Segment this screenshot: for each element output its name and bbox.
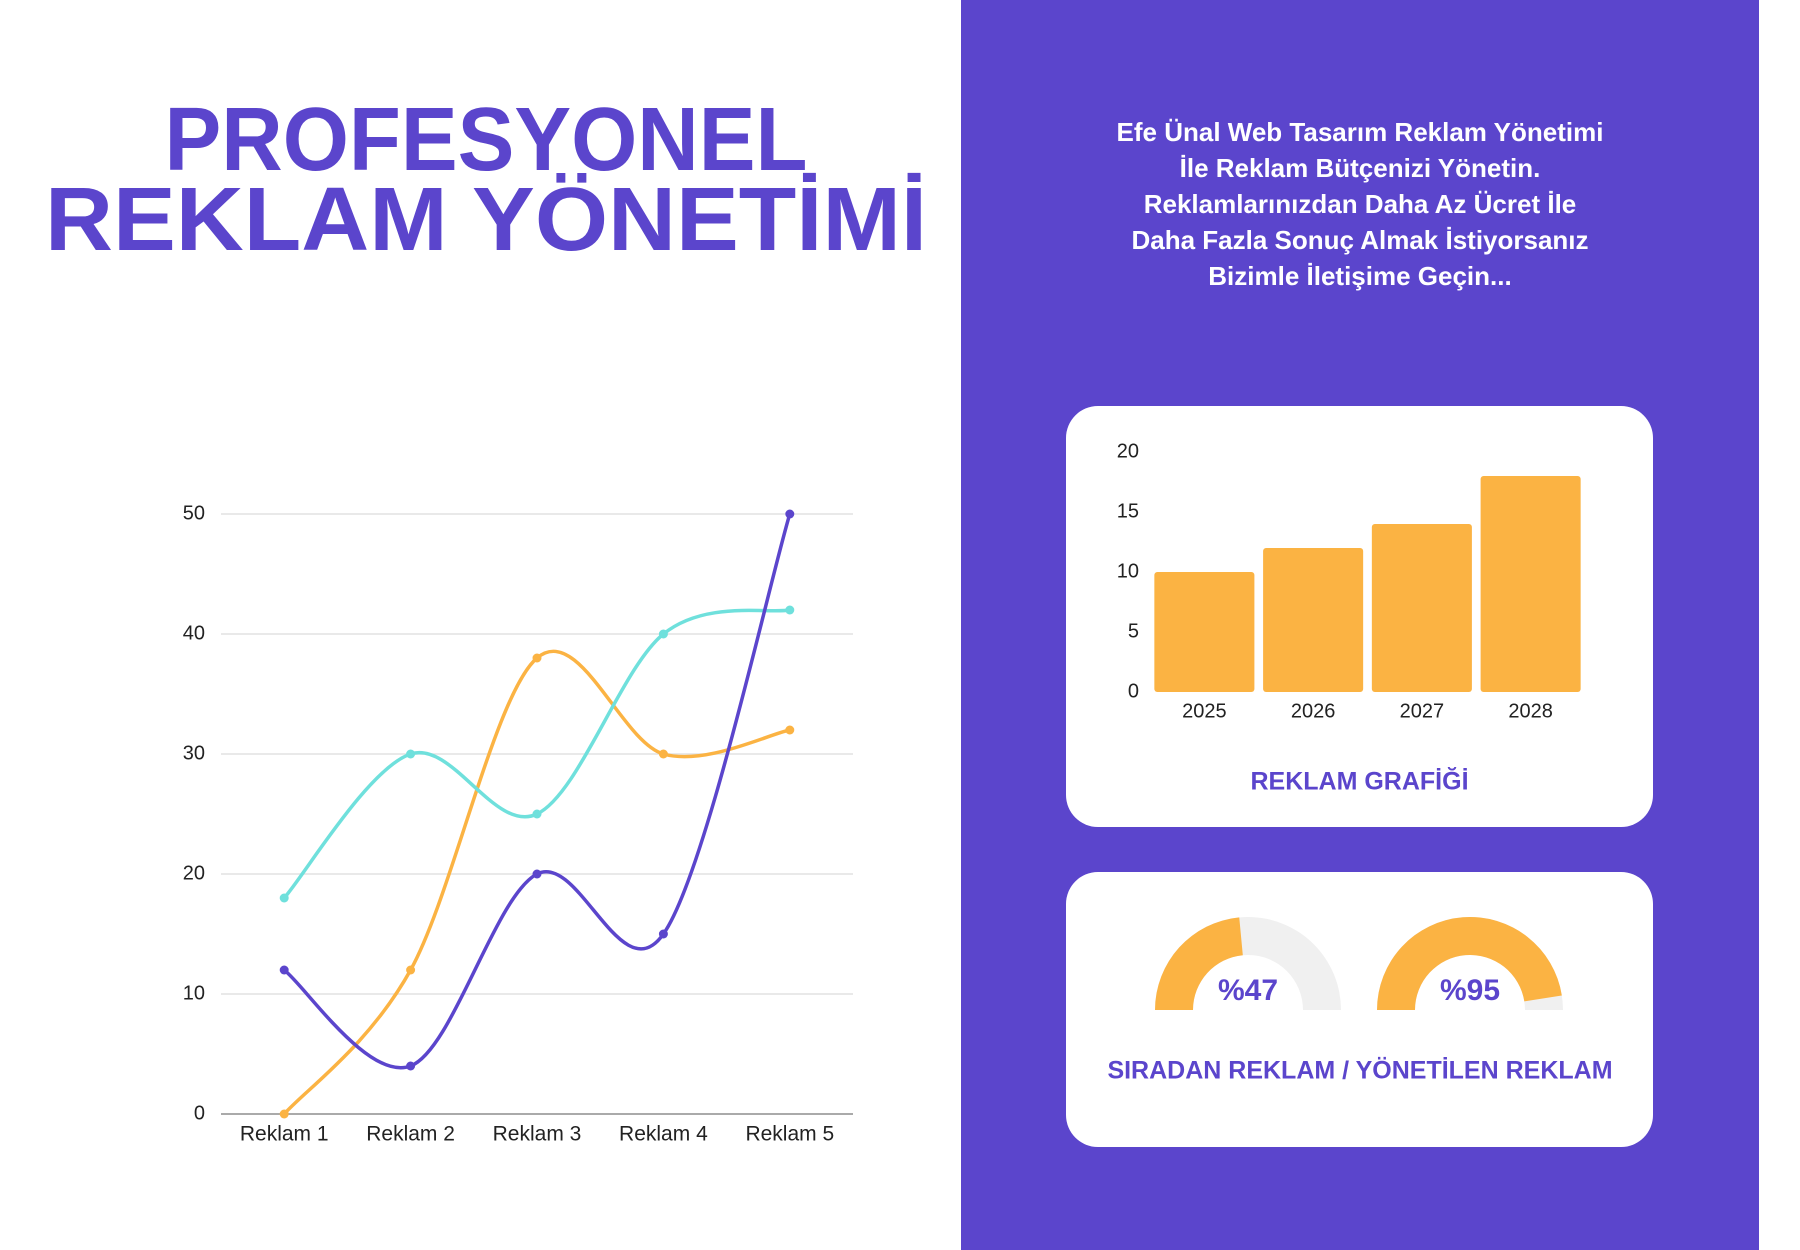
line-point [785, 509, 795, 519]
intro-line: Daha Fazla Sonuç Almak İstiyorsanız [1131, 225, 1588, 255]
line-point [785, 725, 795, 735]
x-tick-label: Reklam 1 [240, 1123, 329, 1146]
bar [1480, 476, 1581, 692]
gauge-fill [1377, 917, 1562, 1010]
line-point [658, 629, 668, 639]
intro-line: İle Reklam Bütçenizi Yönetin. [1180, 153, 1541, 183]
intro-line: Bizimle İletişime Geçin... [1208, 261, 1511, 291]
title-line: PROFESYONEL [165, 90, 808, 190]
y-tick-label: 50 [183, 502, 205, 524]
x-tick-label: 2026 [1291, 700, 1336, 722]
y-tick-label: 20 [183, 862, 205, 884]
line-point [279, 1109, 289, 1119]
bar [1263, 548, 1364, 692]
x-tick-label: Reklam 3 [493, 1123, 582, 1146]
gauge-label: %95 [1440, 974, 1500, 1007]
line-point [279, 893, 289, 903]
line-point [279, 965, 289, 975]
y-tick-label: 0 [1128, 680, 1139, 702]
y-tick-label: 5 [1128, 620, 1139, 642]
y-tick-label: 10 [183, 982, 205, 1004]
line-series [283, 513, 792, 1070]
x-tick-label: 2027 [1400, 700, 1445, 722]
chart-caption: SIRADAN REKLAM / YÖNETİLEN REKLAM [1107, 1056, 1612, 1085]
gauge-fill [1155, 917, 1243, 1010]
intro-line: Reklamlarınızdan Daha Az Ücret İle [1144, 189, 1577, 219]
line-series [282, 649, 791, 1116]
x-tick-label: 2028 [1508, 700, 1553, 722]
x-tick-label: 2025 [1182, 700, 1227, 722]
intro-line: Efe Ünal Web Tasarım Reklam Yönetimi [1117, 117, 1604, 147]
y-tick-label: 15 [1117, 500, 1139, 522]
gauge-card [1066, 872, 1653, 1147]
x-tick-label: Reklam 5 [745, 1123, 834, 1146]
line-point [658, 929, 668, 939]
y-tick-label: 0 [194, 1102, 205, 1124]
x-tick-label: Reklam 4 [619, 1123, 708, 1146]
title-line: REKLAM YÖNETİMİ [45, 170, 927, 270]
bar [1371, 524, 1472, 692]
bar [1154, 572, 1255, 692]
y-tick-label: 30 [183, 742, 205, 764]
line-point [406, 749, 416, 759]
line-point [785, 605, 795, 615]
chart-caption: REKLAM GRAFİĞİ [1250, 767, 1468, 796]
y-tick-label: 40 [183, 622, 205, 644]
line-point [658, 749, 668, 759]
y-tick-label: 20 [1117, 440, 1139, 462]
line-point [532, 653, 542, 663]
x-tick-label: Reklam 2 [366, 1123, 455, 1146]
gauge-label: %47 [1218, 974, 1278, 1007]
line-point [406, 1061, 416, 1071]
line-point [532, 809, 542, 819]
line-point [406, 965, 416, 975]
line-point [532, 869, 542, 879]
y-tick-label: 10 [1117, 560, 1139, 582]
